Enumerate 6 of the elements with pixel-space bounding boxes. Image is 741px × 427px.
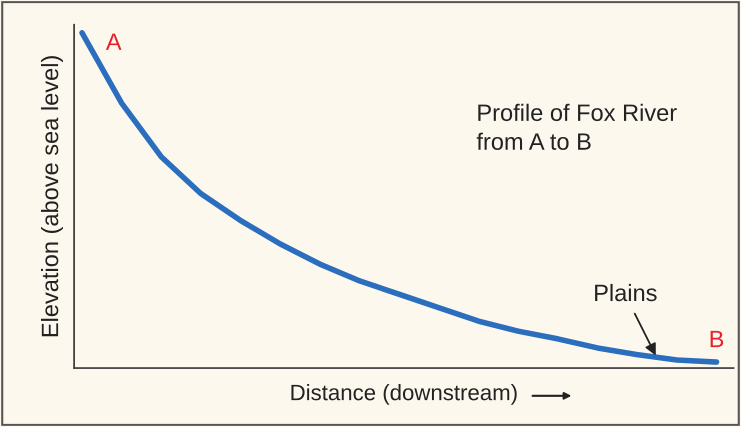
annotation: A [106, 34, 122, 50]
annotation: Profile of Fox River from A to B [476, 104, 677, 150]
y-axis-title: Elevation (above sea level) [40, 56, 63, 336]
x-axis-title: Distance (downstream) [291, 384, 517, 405]
annotation: B [710, 330, 724, 348]
annotation: Plains [595, 284, 657, 302]
